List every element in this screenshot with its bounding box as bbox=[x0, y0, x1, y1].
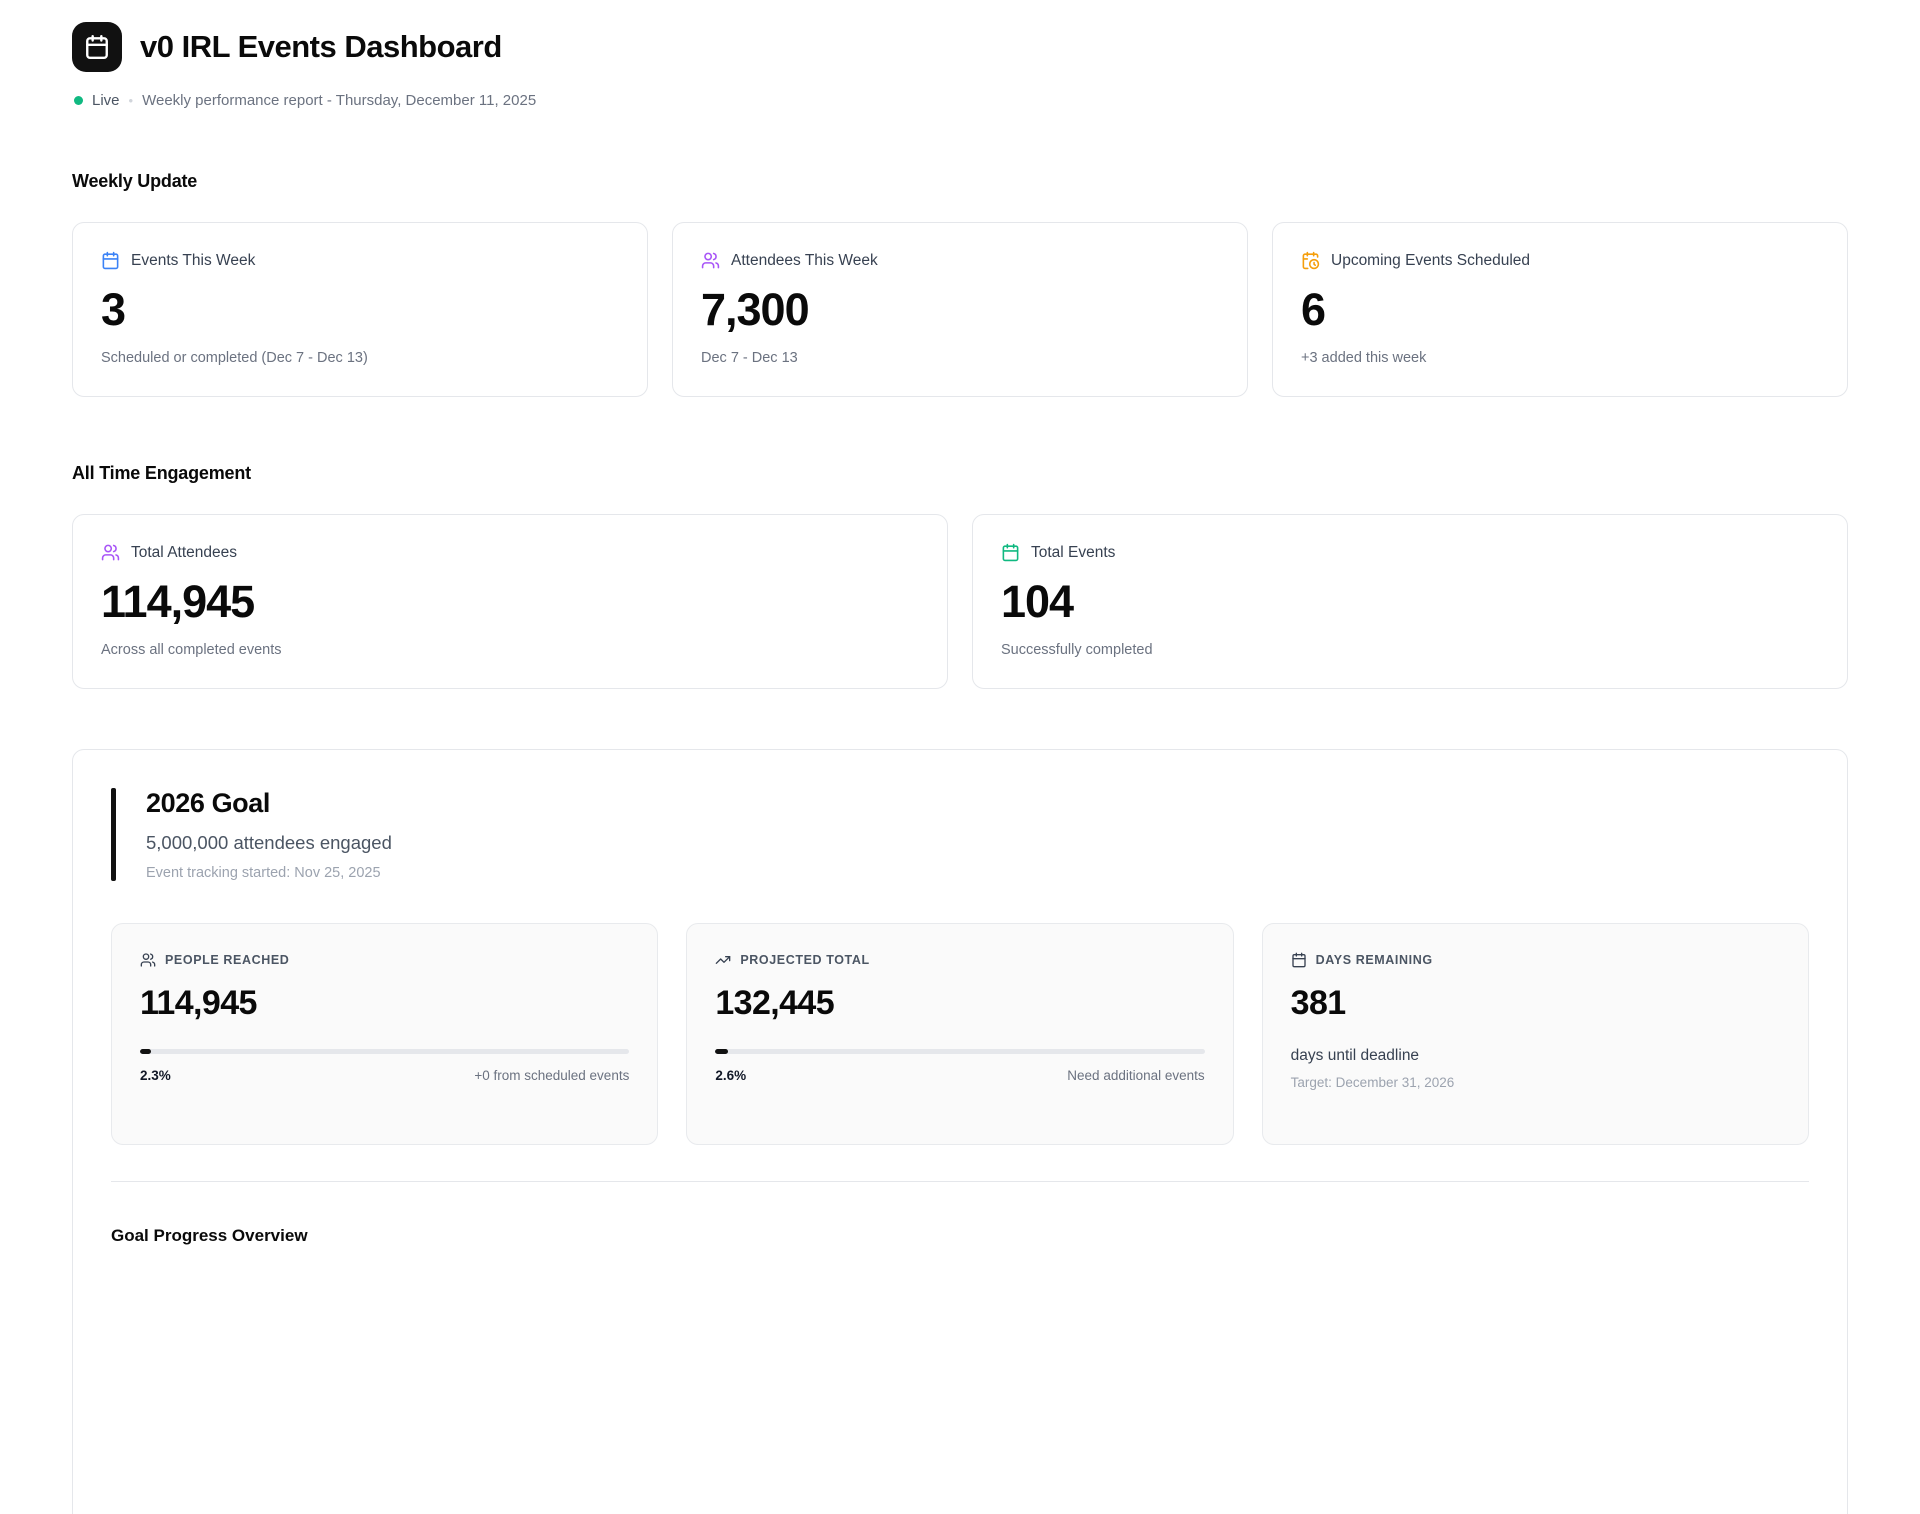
progress-bar bbox=[140, 1049, 630, 1054]
status-row: Live • Weekly performance report - Thurs… bbox=[74, 92, 1848, 109]
progress-fill bbox=[140, 1049, 152, 1054]
trending-up-icon bbox=[715, 952, 731, 968]
progress-bar bbox=[715, 1049, 1205, 1054]
progress-fill bbox=[715, 1049, 729, 1054]
card-caption: Scheduled or completed (Dec 7 - Dec 13) bbox=[101, 350, 368, 366]
all-time-engagement-title: All Time Engagement bbox=[72, 463, 251, 483]
goal-stat-label: DAYS REMAINING bbox=[1315, 953, 1433, 967]
users-icon bbox=[140, 952, 156, 968]
goal-header: 2026 Goal 5,000,000 attendees engaged Ev… bbox=[111, 788, 1809, 881]
card-head: Total Events bbox=[1001, 543, 1819, 562]
stat-card-attendees-this-week: Attendees This Week 7,300 Dec 7 - Dec 13 bbox=[672, 222, 1248, 397]
users-icon bbox=[101, 543, 120, 562]
progress-percent-label: 2.3% bbox=[140, 1068, 171, 1083]
card-head: Upcoming Events Scheduled bbox=[1301, 251, 1819, 270]
goal-stat-label: PEOPLE REACHED bbox=[165, 953, 290, 967]
days-caption: days until deadline bbox=[1290, 1047, 1420, 1064]
progress-note: Need additional events bbox=[1067, 1068, 1205, 1083]
goal-card: 2026 Goal 5,000,000 attendees engaged Ev… bbox=[72, 749, 1848, 1514]
card-label: Total Attendees bbox=[131, 543, 237, 561]
weekly-update-title: Weekly Update bbox=[72, 171, 198, 191]
calendar-icon bbox=[1001, 543, 1020, 562]
card-label: Attendees This Week bbox=[731, 251, 878, 269]
goal-stat-label: PROJECTED TOTAL bbox=[740, 953, 870, 967]
calendar-clock-icon bbox=[1301, 251, 1320, 270]
stat-card-total-attendees: Total Attendees 114,945 Across all compl… bbox=[72, 514, 948, 689]
card-caption: +3 added this week bbox=[1301, 350, 1427, 366]
card-value: 114,945 bbox=[101, 576, 255, 627]
all-time-cards: Total Attendees 114,945 Across all compl… bbox=[72, 514, 1848, 689]
goal-header-text: 2026 Goal 5,000,000 attendees engaged Ev… bbox=[146, 788, 392, 881]
days-target: Target: December 31, 2026 bbox=[1290, 1075, 1455, 1090]
card-label: Total Events bbox=[1031, 543, 1116, 561]
goal-stat-people-reached: PEOPLE REACHED 114,945 2.3% +0 from sche… bbox=[111, 923, 659, 1145]
goal-caption: Event tracking started: Nov 25, 2025 bbox=[146, 865, 381, 881]
goal-stat-value: 114,945 bbox=[140, 984, 257, 1022]
card-label: Upcoming Events Scheduled bbox=[1331, 251, 1531, 269]
users-icon bbox=[701, 251, 720, 270]
stat-card-upcoming-events: Upcoming Events Scheduled 6 +3 added thi… bbox=[1272, 222, 1848, 397]
goal-stat-head: DAYS REMAINING bbox=[1291, 952, 1780, 968]
goal-stat-bottom: 2.3% +0 from scheduled events bbox=[140, 1068, 629, 1083]
card-value: 7,300 bbox=[701, 284, 810, 335]
page-title: v0 IRL Events Dashboard bbox=[140, 29, 502, 64]
goal-stat-head: PEOPLE REACHED bbox=[140, 952, 629, 968]
goal-stat-cards: PEOPLE REACHED 114,945 2.3% +0 from sche… bbox=[111, 923, 1809, 1145]
stat-card-events-this-week: Events This Week 3 Scheduled or complete… bbox=[72, 222, 648, 397]
card-label: Events This Week bbox=[131, 251, 256, 269]
weekly-update-section: Weekly Update Events This Week 3 Schedul… bbox=[72, 171, 1848, 397]
stat-card-total-events: Total Events 104 Successfully completed bbox=[972, 514, 1848, 689]
goal-accent-bar bbox=[111, 788, 116, 881]
page-header: v0 IRL Events Dashboard bbox=[72, 22, 1848, 72]
card-caption: Successfully completed bbox=[1001, 642, 1153, 658]
card-head: Total Attendees bbox=[101, 543, 919, 562]
report-subtitle: Weekly performance report - Thursday, De… bbox=[142, 92, 537, 109]
calendar-icon bbox=[84, 34, 110, 60]
live-status-label: Live bbox=[92, 92, 120, 109]
live-status-dot bbox=[74, 96, 83, 105]
calendar-icon bbox=[101, 251, 120, 270]
goal-stat-days-remaining: DAYS REMAINING 381 days until deadline T… bbox=[1261, 923, 1809, 1145]
card-value: 104 bbox=[1001, 576, 1074, 627]
card-head: Attendees This Week bbox=[701, 251, 1219, 270]
goal-stat-head: PROJECTED TOTAL bbox=[715, 952, 1204, 968]
weekly-update-cards: Events This Week 3 Scheduled or complete… bbox=[72, 222, 1848, 397]
separator-dot: • bbox=[128, 93, 134, 108]
card-value: 6 bbox=[1301, 284, 1326, 335]
goal-stat-value: 381 bbox=[1290, 984, 1347, 1022]
goal-title: 2026 Goal bbox=[146, 788, 270, 818]
goal-stat-projected-total: PROJECTED TOTAL 132,445 2.6% Need additi… bbox=[686, 923, 1234, 1145]
goal-progress-overview-title: Goal Progress Overview bbox=[111, 1226, 308, 1245]
goal-stat-value: 132,445 bbox=[715, 984, 835, 1022]
progress-note: +0 from scheduled events bbox=[474, 1068, 630, 1083]
card-head: Events This Week bbox=[101, 251, 619, 270]
card-caption: Dec 7 - Dec 13 bbox=[701, 350, 798, 366]
divider bbox=[111, 1181, 1809, 1182]
goal-subtitle: 5,000,000 attendees engaged bbox=[146, 832, 392, 853]
card-caption: Across all completed events bbox=[101, 642, 282, 658]
progress-percent-label: 2.6% bbox=[715, 1068, 747, 1083]
app-logo bbox=[72, 22, 122, 72]
card-value: 3 bbox=[101, 284, 126, 335]
all-time-engagement-section: All Time Engagement Total Attendees 114,… bbox=[72, 463, 1848, 689]
calendar-icon bbox=[1291, 952, 1307, 968]
goal-stat-bottom: 2.6% Need additional events bbox=[715, 1068, 1204, 1083]
